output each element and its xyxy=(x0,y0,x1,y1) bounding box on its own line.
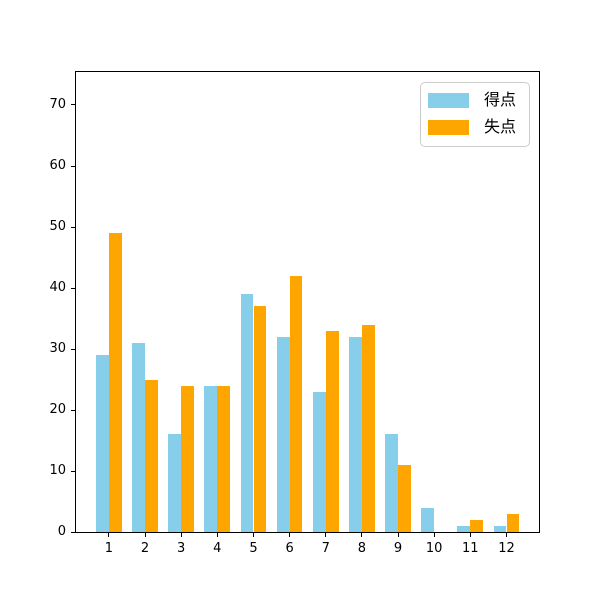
x-tick-mark xyxy=(253,533,254,537)
x-tick-mark xyxy=(325,533,327,537)
x-tick-label: 1 xyxy=(104,541,114,556)
x-tick-label: 5 xyxy=(249,541,258,556)
y-tick-label: 0 xyxy=(57,524,66,539)
bar-shitten-month-8 xyxy=(361,324,375,532)
bar-shitten-month-11 xyxy=(470,519,484,532)
x-tick-label: 4 xyxy=(213,541,222,556)
y-tick-mark xyxy=(71,104,75,106)
y-tick-mark xyxy=(71,165,75,167)
y-tick-label: 10 xyxy=(49,463,66,478)
y-tick-mark xyxy=(71,348,75,350)
x-tick-mark xyxy=(144,533,146,537)
legend-item-shitten: 失点 xyxy=(427,117,516,136)
y-tick-label: 60 xyxy=(49,158,66,173)
plot-area: 得点 失点 xyxy=(75,71,540,533)
y-tick-label: 50 xyxy=(49,219,66,234)
x-tick-label: 8 xyxy=(357,541,367,556)
legend: 得点 失点 xyxy=(419,82,530,147)
y-tick-mark xyxy=(71,287,75,289)
x-tick-label: 12 xyxy=(498,541,515,556)
x-tick-label: 10 xyxy=(425,541,443,556)
legend-label-tokuten: 得点 xyxy=(483,90,516,109)
x-tick-mark xyxy=(506,533,507,537)
bar-shitten-month-4 xyxy=(217,385,231,532)
x-tick-mark xyxy=(180,533,182,537)
x-tick-mark xyxy=(469,533,471,537)
bar-tokuten-month-4 xyxy=(204,385,218,532)
bar-shitten-month-9 xyxy=(398,464,411,532)
bar-shitten-month-6 xyxy=(289,275,303,532)
x-tick-mark xyxy=(397,533,399,537)
x-tick-mark xyxy=(433,533,435,537)
legend-label-shitten: 失点 xyxy=(483,117,516,136)
x-tick-label: 6 xyxy=(285,541,294,556)
bar-tokuten-month-3 xyxy=(168,434,182,532)
y-tick-mark xyxy=(71,226,75,228)
bar-shitten-month-12 xyxy=(506,513,520,532)
x-tick-mark xyxy=(361,533,363,537)
x-tick-mark xyxy=(289,533,291,537)
bar-shitten-month-5 xyxy=(253,306,267,532)
bar-shitten-month-2 xyxy=(145,379,158,532)
x-tick-mark xyxy=(108,533,110,537)
bar-tokuten-month-8 xyxy=(349,336,362,532)
y-tick-label: 30 xyxy=(49,341,66,356)
bar-tokuten-month-9 xyxy=(385,434,398,532)
x-tick-mark xyxy=(216,533,218,537)
y-tick-mark xyxy=(71,470,75,472)
bar-tokuten-month-1 xyxy=(96,355,109,532)
bar-shitten-month-3 xyxy=(181,385,195,532)
y-tick-mark xyxy=(71,409,75,411)
y-tick-mark xyxy=(71,531,75,533)
legend-item-tokuten: 得点 xyxy=(427,90,516,109)
x-tick-label: 3 xyxy=(177,541,186,556)
y-tick-label: 20 xyxy=(49,402,66,417)
bar-shitten-month-1 xyxy=(108,233,122,532)
bar-tokuten-month-2 xyxy=(132,342,145,532)
bar-tokuten-month-6 xyxy=(276,336,290,532)
bar-tokuten-month-11 xyxy=(457,525,471,532)
x-tick-label: 2 xyxy=(140,541,150,556)
legend-swatch-tokuten xyxy=(427,92,469,108)
x-tick-label: 9 xyxy=(393,541,403,556)
bar-tokuten-month-12 xyxy=(493,525,507,532)
y-tick-label: 70 xyxy=(49,96,66,112)
bar-tokuten-month-7 xyxy=(312,391,326,532)
bar-tokuten-month-5 xyxy=(240,294,254,532)
bar-tokuten-month-10 xyxy=(421,507,435,532)
x-tick-label: 7 xyxy=(321,541,330,556)
bar-shitten-month-7 xyxy=(325,330,339,532)
legend-swatch-shitten xyxy=(427,119,469,135)
y-tick-label: 40 xyxy=(49,280,66,295)
bars-layer xyxy=(76,72,539,532)
x-tick-label: 11 xyxy=(462,541,479,556)
